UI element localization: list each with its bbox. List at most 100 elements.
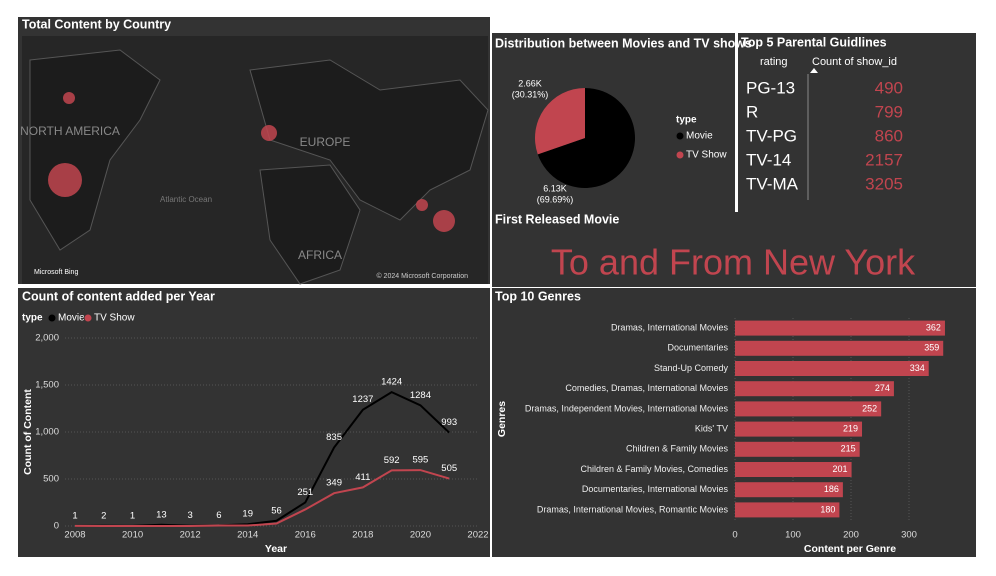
table-cell: 799 — [875, 102, 903, 121]
bar — [735, 482, 843, 498]
table-cell: R — [746, 102, 758, 121]
card-panel — [492, 212, 976, 287]
map-label: NORTH AMERICA — [20, 124, 120, 138]
data-label: 2 — [101, 510, 106, 521]
map-copyright: © 2024 Microsoft Corporation — [376, 272, 468, 280]
map-label: AFRICA — [298, 248, 342, 262]
data-label: 349 — [326, 478, 342, 489]
bar — [735, 502, 840, 518]
legend-label: Movie — [58, 313, 85, 324]
x-tick-label: 2014 — [237, 530, 258, 541]
data-label: 362 — [926, 322, 941, 332]
table-cell: 3205 — [865, 174, 903, 193]
data-label: 201 — [833, 464, 848, 474]
panel-title: Top 10 Genres — [495, 289, 581, 303]
y-tick-label: Documentaries, International Movies — [582, 484, 729, 494]
y-axis-title: Count of Content — [22, 389, 34, 475]
y-tick-label: Children & Family Movies — [626, 444, 729, 454]
x-tick-label: 2012 — [180, 530, 201, 541]
bar — [735, 462, 852, 477]
data-label: 505 — [441, 463, 457, 474]
legend-swatch — [47, 313, 57, 323]
table-cell: 860 — [875, 126, 903, 145]
y-tick-label: 2,000 — [35, 333, 59, 344]
x-axis-title: Year — [265, 543, 287, 555]
data-label: 252 — [862, 403, 877, 413]
data-label: 595 — [412, 455, 428, 466]
data-label: 411 — [355, 472, 370, 483]
data-label: 56 — [271, 505, 282, 516]
bar — [735, 340, 944, 356]
x-tick-label: 300 — [901, 530, 917, 541]
table-header: Count of show_id — [812, 56, 897, 68]
bar — [735, 381, 894, 397]
data-label: 1284 — [410, 390, 431, 401]
legend-title: type — [22, 313, 43, 324]
legend-title: type — [676, 115, 697, 126]
map-bubble — [261, 125, 277, 141]
data-label: 219 — [843, 423, 858, 433]
land — [249, 59, 489, 221]
data-label: 180 — [820, 504, 835, 514]
bar — [735, 320, 945, 336]
table-cell: TV-PG — [746, 126, 797, 145]
x-tick-label: 0 — [732, 530, 737, 541]
legend-swatch — [675, 150, 685, 160]
legend-label: TV Show — [94, 313, 135, 324]
x-tick-label: 2018 — [352, 530, 373, 541]
x-tick-label: 200 — [843, 530, 859, 541]
pie-count-label: 2.66K — [518, 78, 542, 88]
y-tick-label: Kids' TV — [695, 423, 728, 433]
bar — [735, 421, 863, 437]
data-label: 186 — [824, 484, 839, 494]
land — [29, 49, 161, 251]
y-tick-label: 0 — [54, 521, 59, 532]
map-bubble — [48, 163, 82, 197]
map-label: Atlantic Ocean — [160, 195, 212, 204]
data-label: 1424 — [381, 377, 402, 388]
table-cell: 2157 — [865, 150, 903, 169]
x-tick-label: 2016 — [295, 530, 316, 541]
pie-slice — [537, 88, 635, 188]
table-cell: TV-14 — [746, 150, 791, 169]
data-label: 334 — [910, 363, 925, 373]
map-bubble — [63, 92, 75, 104]
data-label: 835 — [326, 432, 342, 443]
y-axis-title: Genres — [496, 401, 508, 437]
data-label: 6 — [216, 510, 221, 521]
x-axis-title: Content per Genre — [804, 543, 896, 555]
map-attribution: Microsoft Bing — [34, 269, 78, 276]
legend-swatch — [675, 131, 685, 141]
data-label: 13 — [156, 509, 167, 520]
y-tick-label: 1,000 — [35, 427, 59, 438]
y-tick-label: Documentaries — [667, 343, 728, 353]
table-cell: 490 — [875, 78, 903, 97]
x-tick-label: 2010 — [122, 530, 143, 541]
panel-title: Distribution between Movies and TV shows — [495, 36, 752, 50]
panel-title: First Released Movie — [495, 212, 619, 226]
map-label: EUROPE — [300, 135, 351, 149]
data-label: 1 — [72, 510, 77, 521]
pie-percent-label: (30.31%) — [512, 89, 549, 99]
bar — [735, 401, 882, 417]
x-tick-label: 100 — [785, 530, 801, 541]
y-tick-label: Dramas, International Movies — [611, 322, 729, 332]
table-cell: TV-MA — [746, 174, 799, 193]
card-value: To and From New York — [551, 242, 916, 283]
data-label: 3 — [187, 510, 192, 521]
legend-swatch — [83, 313, 93, 323]
sort-icon — [810, 68, 818, 73]
y-tick-label: Children & Family Movies, Comedies — [580, 464, 728, 474]
data-label: 359 — [924, 343, 939, 353]
map-bubble — [416, 199, 428, 211]
x-tick-label: 2008 — [64, 530, 85, 541]
y-tick-label: 1,500 — [35, 380, 59, 391]
pie-slice — [535, 88, 585, 155]
line-panel — [18, 288, 490, 557]
y-tick-label: Stand-Up Comedy — [654, 363, 729, 373]
pie-count-label: 6.13K — [543, 183, 567, 193]
table-cell: PG-13 — [746, 78, 795, 97]
bar — [735, 361, 929, 376]
data-label: 274 — [875, 383, 890, 393]
